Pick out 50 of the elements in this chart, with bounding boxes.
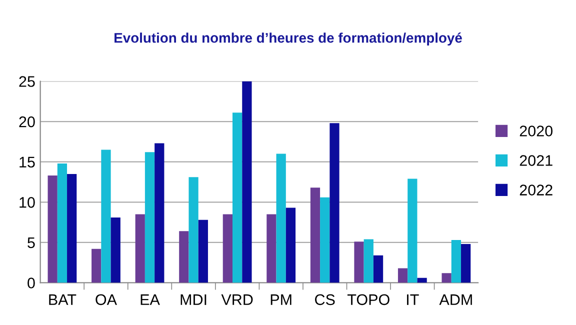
bar [144,152,155,283]
bar [67,174,77,283]
bar [57,163,68,283]
legend-label: 2022 [520,184,552,196]
x-tick-label: MDI [180,294,206,305]
bar [408,178,418,283]
y-tick-label: 5 [28,237,35,248]
bar [135,214,145,283]
bar [354,242,364,283]
bar [320,197,330,283]
y-tick-label: 10 [20,197,35,208]
bar [442,273,452,283]
chart-title: Evolution du nombre d’heures de formation/employé [114,32,462,46]
x-tick-label: EA [140,294,160,305]
bar [266,214,276,283]
bar [198,220,208,283]
bar [154,143,164,283]
y-tick-label: 25 [19,76,35,87]
bar [417,278,427,283]
bar [330,123,340,283]
bar [110,217,120,283]
bar [364,239,374,283]
bar [451,240,462,283]
y-tick-label: 20 [19,116,35,128]
bar [373,255,384,283]
bar [48,176,58,283]
x-tick-label: BAT [49,294,76,305]
bar [310,188,320,283]
bar [101,150,111,283]
bar [276,154,286,283]
bar [179,231,189,283]
bar [286,208,296,283]
bar [188,177,198,283]
x-tick-label: CS [315,294,335,306]
bar [222,214,232,283]
y-tick-label: 15 [20,156,35,168]
x-tick-label: VRD [221,294,253,305]
x-tick-label: PM [270,294,292,305]
bar [92,248,102,283]
x-tick-label: ADM [439,294,472,305]
x-tick-label: OA [96,294,117,306]
x-tick-label: TOPO [347,294,390,306]
bar [242,81,252,283]
bar [461,244,471,283]
legend-label: 2021 [520,155,552,166]
legend-label: 2020 [520,126,553,136]
x-tick-label: IT [407,294,419,305]
bar [232,112,242,283]
y-tick-label: 0 [28,278,35,288]
bar [398,268,408,283]
